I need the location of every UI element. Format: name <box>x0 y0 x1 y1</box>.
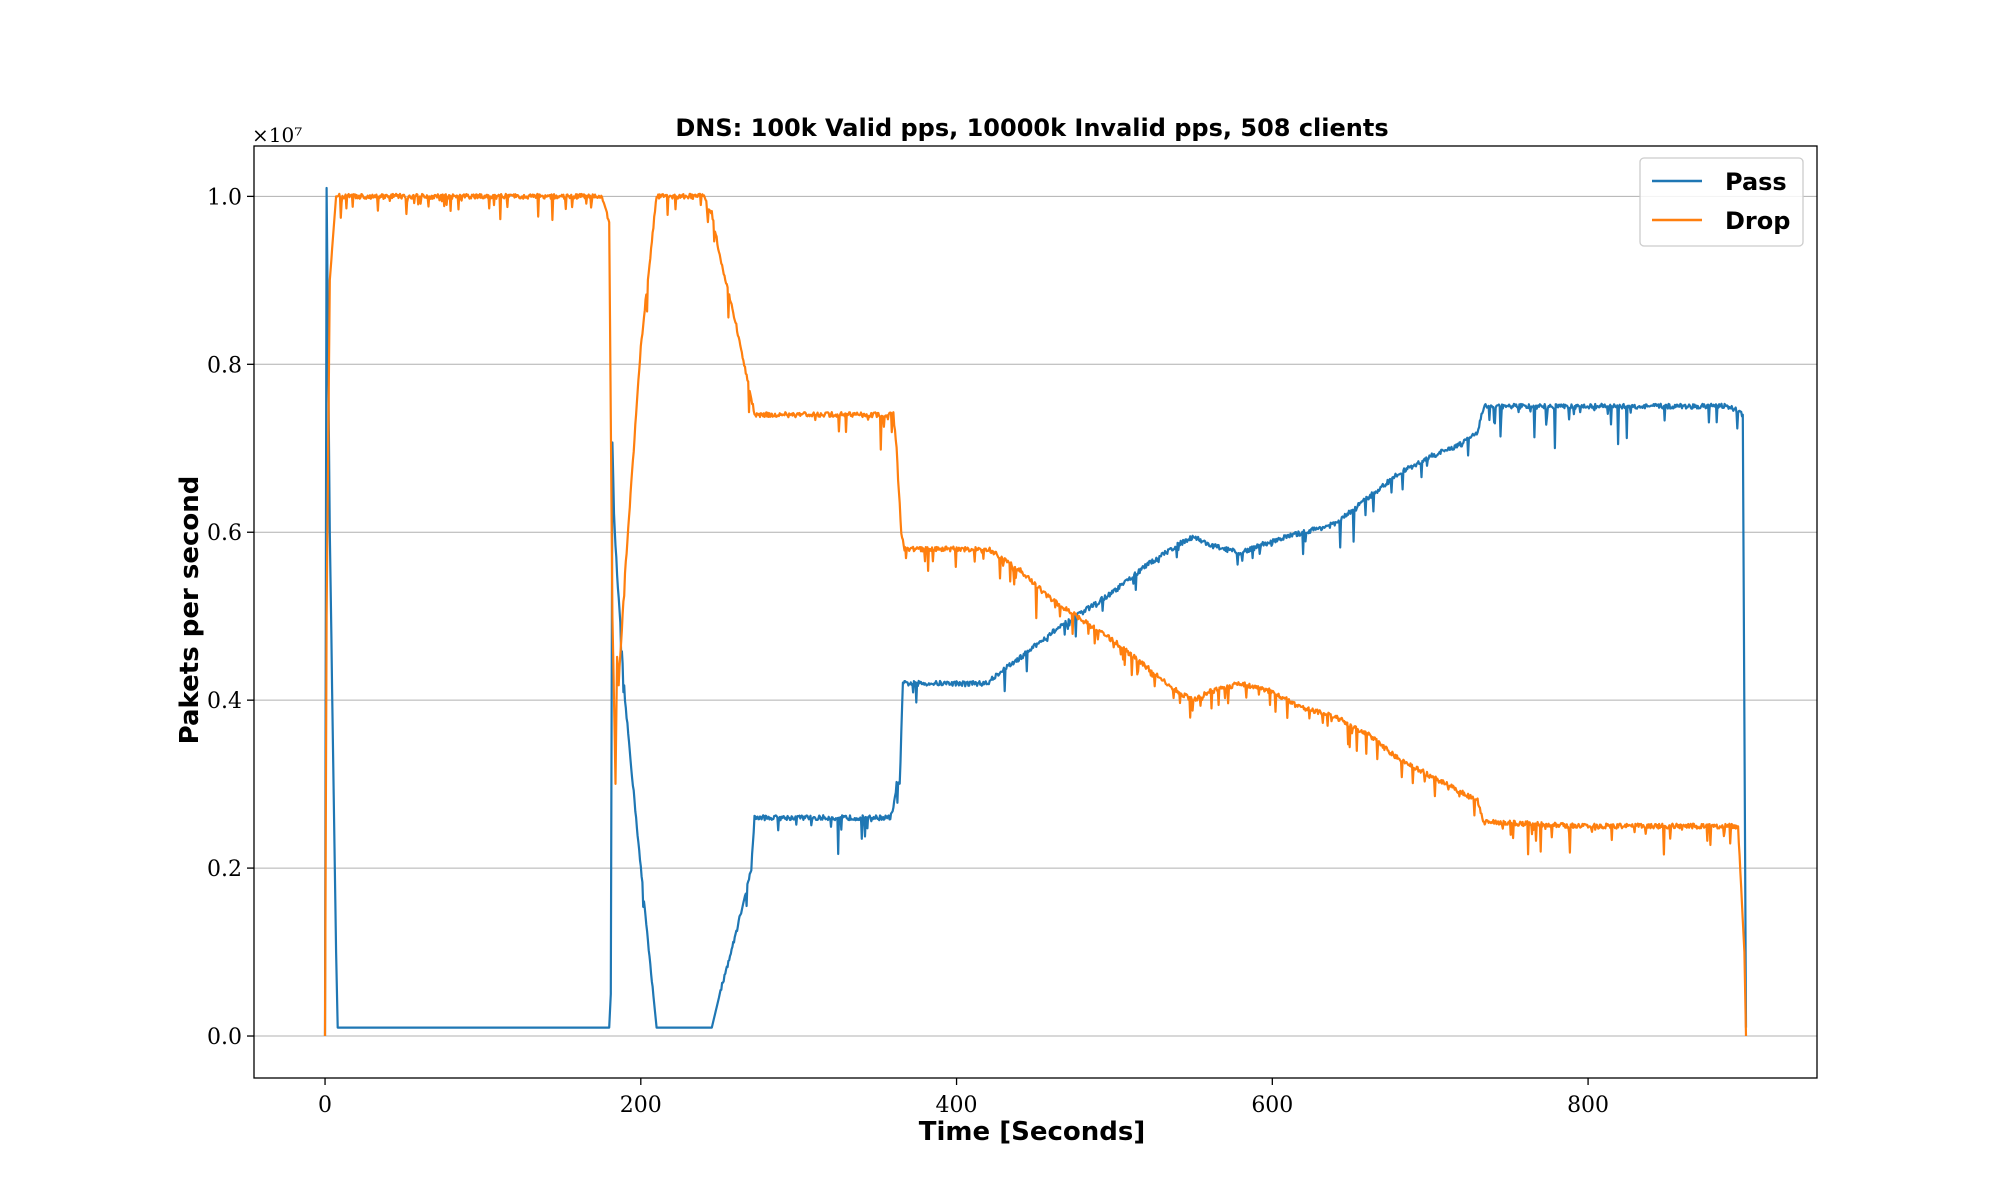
y-tick-label: 0.2 <box>207 857 242 882</box>
plot-frame <box>253 145 1818 1079</box>
y-tick-label: 0.0 <box>207 1025 242 1050</box>
y-tick-label: 0.8 <box>207 353 242 378</box>
x-tick-label: 0 <box>318 1093 332 1118</box>
x-tick-label: 600 <box>1251 1093 1293 1118</box>
series-line-pass <box>323 186 1748 1037</box>
x-tick-label: 400 <box>936 1093 978 1118</box>
x-tick-label: 200 <box>620 1093 662 1118</box>
chart-title: DNS: 100k Valid pps, 10000k Invalid pps,… <box>675 114 1388 142</box>
y-axis-label: Pakets per second <box>175 476 205 745</box>
x-axis-label: Time [Seconds] <box>919 1117 1145 1147</box>
y-tick-label: 1.0 <box>207 185 242 210</box>
y-tick-label: 0.6 <box>207 521 242 546</box>
series-layer <box>323 186 1748 1037</box>
legend-label-pass: Pass <box>1725 168 1787 196</box>
legend-label-drop: Drop <box>1725 207 1790 235</box>
x-tick-label: 800 <box>1567 1093 1609 1118</box>
y-tick-label: 0.4 <box>207 689 242 714</box>
y-axis-ticks: 0.0 0.2 0.4 0.6 0.8 1.0 <box>207 185 254 1050</box>
series-line-drop <box>323 192 1748 1037</box>
legend: Pass Drop <box>1639 157 1804 247</box>
x-axis-ticks: 0 200 400 600 800 <box>318 1078 1609 1118</box>
y-axis-scale-label: ×10⁷ <box>252 123 302 147</box>
